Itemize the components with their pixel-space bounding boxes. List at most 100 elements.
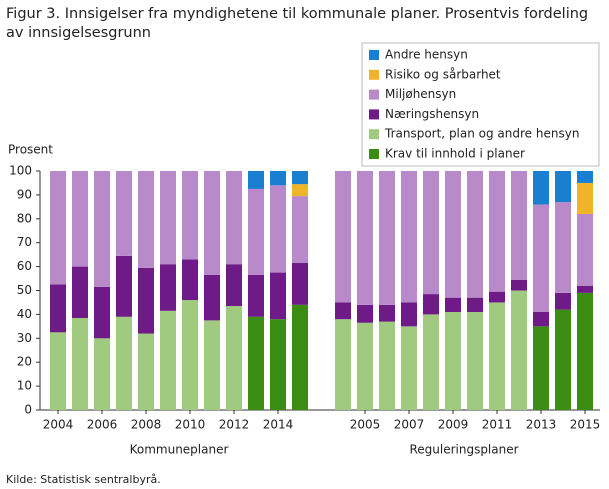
bar-segment — [204, 171, 220, 275]
bar-segment — [445, 297, 461, 313]
bar-segment — [577, 285, 593, 293]
legend-swatch — [369, 149, 379, 159]
bar-segment — [292, 171, 308, 185]
bar-segment — [489, 302, 505, 410]
bar-segment — [160, 171, 176, 265]
bar-segment — [94, 286, 110, 339]
bar-segment — [335, 302, 351, 320]
bar-segment — [533, 204, 549, 313]
bar-segment — [50, 171, 66, 285]
bar-segment — [94, 171, 110, 287]
bar-segment — [160, 264, 176, 311]
bar-segment — [116, 255, 132, 317]
bar-segment — [335, 319, 351, 410]
bar-segment — [270, 272, 286, 320]
bar-segment — [248, 316, 264, 410]
y-tick-label: 40 — [17, 307, 32, 321]
x-axis-label: Reguleringsplaner — [409, 443, 518, 457]
x-tick-label: 2006 — [87, 418, 118, 432]
bar-segment — [533, 312, 549, 327]
y-tick-label: 100 — [9, 164, 32, 178]
bar-segment — [72, 266, 88, 318]
y-tick-label: 50 — [17, 283, 32, 297]
bar-segment — [577, 171, 593, 183]
bar-segment — [467, 171, 483, 298]
bar-segment — [226, 264, 242, 307]
legend-swatch — [369, 109, 379, 120]
x-tick-label: 2010 — [175, 418, 206, 432]
bar-segment — [116, 316, 132, 410]
legend-swatch — [369, 129, 379, 140]
bar-segment — [248, 171, 264, 189]
x-tick-label: 2007 — [394, 418, 425, 432]
bar-segment — [335, 171, 351, 303]
bar-segment — [379, 321, 395, 410]
legend-label: Miljøhensyn — [385, 87, 456, 101]
bar-segment — [292, 196, 308, 264]
bar-segment — [555, 171, 571, 203]
legend-label: Risiko og sårbarhet — [385, 67, 501, 81]
bar-segment — [50, 332, 66, 410]
bar-segment — [489, 291, 505, 303]
y-tick-label: 20 — [17, 355, 32, 369]
x-tick-label: 2009 — [438, 418, 469, 432]
legend-label: Krav til innhold i planer — [385, 147, 525, 161]
x-tick-label: 2004 — [43, 418, 74, 432]
bar-segment — [533, 171, 549, 205]
y-tick-label: 80 — [17, 211, 32, 225]
x-tick-label: 2008 — [131, 418, 162, 432]
bar-segment — [555, 202, 571, 293]
bar-segment — [116, 171, 132, 256]
bar-segment — [357, 304, 373, 323]
bar-segment — [182, 259, 198, 301]
x-tick-label: 2005 — [350, 418, 381, 432]
y-tick-label: 60 — [17, 259, 32, 273]
bar-segment — [292, 304, 308, 410]
bar-segment — [467, 312, 483, 410]
bar-segment — [423, 314, 439, 410]
bar-segment — [401, 302, 417, 327]
bar-segment — [72, 317, 88, 410]
y-tick-label: 0 — [24, 403, 32, 417]
bar-segment — [138, 333, 154, 410]
bar-segment — [511, 290, 527, 410]
bar-segment — [379, 171, 395, 305]
bar-segment — [445, 312, 461, 410]
bar-segment — [270, 185, 286, 273]
bar-segment — [248, 274, 264, 317]
y-tick-label: 70 — [17, 235, 32, 249]
bar-segment — [292, 184, 308, 197]
bar-segment — [292, 263, 308, 305]
bar-segment — [182, 300, 198, 410]
bar-segment — [555, 309, 571, 410]
bar-segment — [511, 171, 527, 280]
bar-segment — [577, 182, 593, 215]
legend-label: Transport, plan og andre hensyn — [384, 127, 579, 141]
y-axis-label: Prosent — [8, 143, 53, 157]
bar-segment — [401, 326, 417, 410]
bar-segment — [511, 279, 527, 291]
bar-segment — [204, 320, 220, 410]
legend-label: Andre hensyn — [385, 48, 468, 62]
bar-segment — [577, 214, 593, 286]
bar-segment — [248, 188, 264, 275]
x-axis-label: Kommuneplaner — [130, 443, 229, 457]
bar-segment — [467, 297, 483, 313]
bar-segment — [182, 171, 198, 260]
x-tick-label: 2012 — [219, 418, 250, 432]
y-tick-label: 30 — [17, 331, 32, 345]
bar-segment — [379, 304, 395, 322]
y-tick-label: 10 — [17, 379, 32, 393]
x-tick-label: 2014 — [263, 418, 294, 432]
bar-segment — [423, 171, 439, 295]
bar-segment — [401, 171, 417, 303]
x-tick-label: 2011 — [482, 418, 513, 432]
chart-title: Figur 3. Innsigelser fra myndighetene ti… — [6, 6, 589, 41]
bar-segment — [270, 171, 286, 186]
bar-segment — [94, 338, 110, 410]
bar-segment — [357, 322, 373, 410]
bar-segment — [555, 292, 571, 310]
bar-segment — [445, 171, 461, 298]
x-tick-label: 2015 — [570, 418, 601, 432]
x-tick-label: 2013 — [526, 418, 557, 432]
